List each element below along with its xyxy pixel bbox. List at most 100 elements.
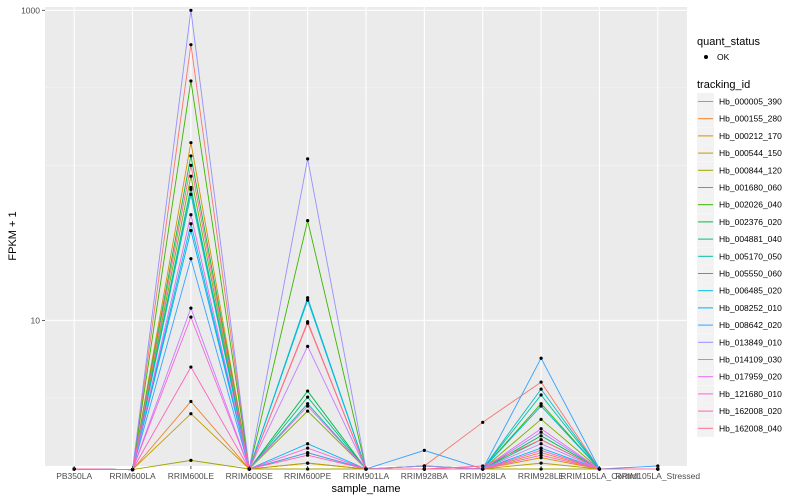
data-point [539,453,543,457]
data-point [189,399,193,404]
data-point [189,43,193,47]
legend-label: Hb_000155_280 [719,114,782,124]
legend-entry: Hb_000212_170 [697,127,782,145]
data-point [306,446,310,450]
data-point [539,461,543,465]
x-axis: PB350LA RRIM600LA RRIM600LE RRIM600SE RRIM60… [56,466,700,481]
data-point [189,222,193,226]
x-tick-label: RRIM600SE [226,471,274,481]
legend-entry: Hb_008252_010 [697,299,782,317]
data-point [189,257,193,261]
legend-entry: Hb_013849_010 [697,333,782,351]
data-point [539,402,543,406]
legend-label: Hb_002026_040 [719,200,782,210]
legend-entry: Hb_006485_020 [697,282,782,300]
y-axis-title: FPKM + 1 [7,211,19,260]
data-point [189,458,193,462]
x-tick-label: RRIM928LA [460,471,507,481]
legend-label: Hb_014109_030 [719,355,782,365]
data-point [189,365,193,369]
data-point [306,442,310,446]
data-point [189,228,193,233]
data-point [189,174,193,178]
data-point [189,185,193,190]
data-point [189,79,193,83]
data-point [539,404,543,408]
data-point [306,344,310,348]
legend-entry: Hb_017959_020 [697,368,782,386]
y-tick-label: 10 [31,315,41,325]
y-axis: 10 1000 [21,5,45,325]
data-point [189,213,193,217]
legend-entry: Hb_162008_020 [697,402,782,420]
data-point [539,438,543,442]
legend-label: Hb_162008_020 [719,406,782,416]
x-tick-label: RRIM600LA [109,471,156,481]
legend-entry: Hb_005170_050 [697,247,782,265]
x-tick-label: PB350LA [56,471,92,481]
legend-label: Hb_000005_390 [719,97,782,107]
x-tick-label: RRIM928BA [401,471,449,481]
legend-label: Hb_000544_150 [719,148,782,158]
data-point [539,448,543,452]
x-tick-label: RRIM600PE [284,471,332,481]
legend-label: Hb_017959_020 [719,372,782,382]
legend-entry: Hb_162008_040 [697,419,782,437]
data-point [539,442,543,446]
data-point [306,389,310,393]
data-point [539,417,543,421]
legend-entry: Hb_004881_040 [697,230,782,248]
data-point [306,296,310,300]
x-tick-label: RRIM105LA_Control [560,471,639,481]
data-point [539,427,543,431]
data-point [306,453,310,457]
legend-entry: Hb_002026_040 [697,196,782,214]
legend-entry: Hb_005550_060 [697,265,782,282]
data-point [539,387,543,391]
data-point [306,402,310,406]
data-point [481,420,485,424]
data-point [306,219,310,223]
legend-label: Hb_000844_120 [719,165,782,175]
data-point [189,163,193,167]
legend-entry: Hb_000005_390 [697,93,782,110]
legend-entry: Hb_000844_120 [697,161,782,179]
data-point [189,412,193,416]
legend-entry: Hb_002376_020 [697,213,782,231]
data-point [306,395,310,399]
data-point [539,393,543,397]
x-axis-title: sample_name [331,483,400,495]
data-point [539,380,543,384]
color-legend-title: tracking_id [697,79,750,91]
data-point [306,298,310,302]
data-point [130,468,135,472]
legend-entry: Hb_121680_010 [697,385,782,403]
x-tick-label: RRIM600LE [168,471,215,481]
legend-entry: Hb_001680_060 [697,179,782,196]
data-point [306,451,310,455]
data-point [189,306,193,310]
data-point [539,451,543,455]
legend-key-point [704,55,708,59]
data-point [189,141,193,145]
data-point [306,404,310,408]
data-point [422,448,426,452]
legend-label: Hb_008252_010 [719,303,782,313]
data-point [539,446,543,450]
shape-legend-label: OK [717,52,730,62]
legend-label: Hb_013849_010 [719,337,782,347]
legend-entry: Hb_000155_280 [697,110,782,128]
legend-label: Hb_000212_170 [719,131,782,141]
legend-entry: Hb_014109_030 [697,351,782,368]
data-point [189,315,193,319]
legend-label: Hb_008642_020 [719,320,782,330]
data-point [306,320,310,324]
legend-label: Hb_005550_060 [719,269,782,279]
data-point [539,430,543,434]
data-point [189,154,193,158]
x-tick-label: RRIM928LE [518,471,565,481]
y-tick-label: 1000 [21,5,40,15]
legend-label: Hb_006485_020 [719,286,782,296]
legend-entry: Hb_000544_150 [697,144,782,162]
